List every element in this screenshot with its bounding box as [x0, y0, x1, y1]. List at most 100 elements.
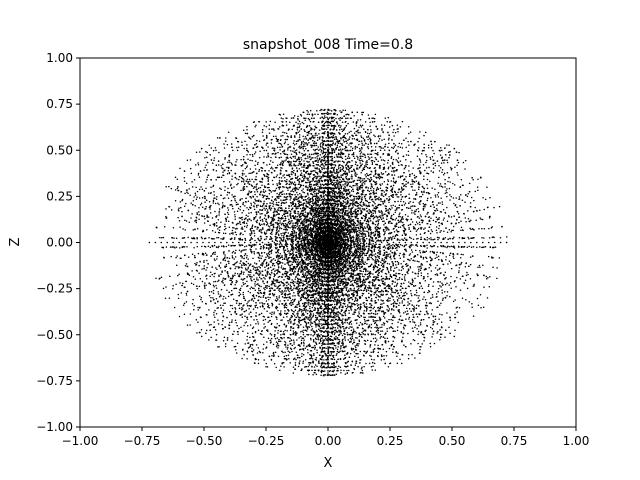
scatter-point	[300, 251, 302, 253]
scatter-point	[323, 263, 326, 265]
scatter-point	[315, 239, 317, 242]
scatter-point	[317, 231, 319, 233]
scatter-point	[328, 237, 331, 239]
scatter-point	[324, 222, 327, 225]
scatter-point	[276, 250, 279, 252]
scatter-point	[271, 233, 273, 235]
scatter-point	[277, 262, 279, 265]
scatter-point	[304, 261, 306, 263]
scatter-point	[306, 205, 309, 208]
scatter-point	[308, 231, 310, 233]
scatter-point	[309, 224, 312, 226]
scatter-point	[321, 280, 324, 282]
scatter-point	[346, 252, 349, 254]
scatter-point	[302, 246, 304, 249]
scatter-point	[328, 225, 331, 228]
scatter-point	[329, 259, 332, 261]
scatter-point	[338, 227, 341, 229]
scatter-point	[364, 215, 366, 218]
scatter-point	[330, 221, 332, 224]
scatter-point	[335, 197, 337, 200]
scatter-point	[332, 268, 334, 271]
scatter-point	[288, 252, 290, 254]
scatter-point	[314, 258, 317, 261]
scatter-point	[347, 219, 349, 222]
scatter-point	[324, 215, 326, 218]
scatter-point	[331, 231, 333, 234]
scatter-point	[377, 233, 379, 235]
scatter-point	[291, 231, 294, 233]
scatter-point	[292, 261, 295, 263]
scatter-point	[310, 273, 313, 276]
scatter-point	[353, 251, 356, 253]
scatter-point	[296, 261, 299, 263]
scatter-point	[295, 221, 298, 224]
scatter-point	[319, 255, 321, 257]
scatter-point	[322, 214, 325, 217]
scatter-point	[323, 278, 326, 281]
scatter-point	[362, 270, 365, 273]
scatter-point	[325, 201, 327, 203]
scatter-point	[360, 230, 362, 232]
scatter-point	[279, 240, 281, 242]
scatter-point	[320, 284, 322, 287]
scatter-point	[336, 209, 338, 212]
scatter-point	[361, 232, 364, 234]
scatter-point	[303, 262, 305, 265]
scatter-point	[341, 217, 343, 220]
scatter-point	[351, 215, 354, 218]
scatter-point	[295, 258, 298, 261]
scatter-point	[357, 217, 359, 220]
scatter-point	[335, 203, 337, 206]
scatter-point	[320, 199, 322, 201]
scatter-point	[316, 236, 318, 238]
scatter-point	[337, 219, 340, 221]
scatter-point	[338, 236, 341, 238]
scatter-point	[317, 240, 319, 242]
scatter-point	[339, 195, 342, 197]
scatter-point	[348, 207, 350, 210]
scatter-point	[313, 265, 316, 268]
scatter-point	[341, 245, 343, 248]
scatter-point	[354, 227, 357, 229]
scatter-point	[345, 210, 348, 212]
scatter-point	[352, 235, 354, 237]
scatter-point	[313, 224, 315, 226]
scatter-point	[324, 226, 326, 228]
scatter-point	[324, 258, 327, 260]
scatter-point	[343, 231, 345, 234]
scatter-point	[329, 212, 332, 215]
scatter-point	[320, 280, 322, 283]
scatter-point	[323, 280, 326, 282]
scatter-point	[331, 206, 333, 209]
scatter-point	[358, 248, 360, 251]
scatter-point	[313, 275, 315, 278]
scatter-point	[324, 254, 326, 257]
scatter-point	[306, 264, 309, 266]
scatter-point	[291, 233, 293, 235]
scatter-point	[324, 272, 327, 275]
scatter-point	[329, 248, 332, 251]
scatter-point	[289, 250, 291, 252]
scatter-point	[361, 245, 364, 248]
scatter-point	[331, 220, 333, 222]
scatter-point	[369, 219, 372, 222]
scatter-point	[352, 263, 355, 265]
scatter-point	[353, 265, 356, 268]
scatter-point	[303, 232, 306, 235]
scatter-point	[296, 215, 299, 218]
scatter-point	[341, 226, 343, 228]
scatter-point	[283, 249, 285, 252]
scatter-point	[369, 225, 371, 228]
scatter-point	[331, 226, 333, 229]
scatter-point	[314, 215, 316, 217]
scatter-point	[343, 226, 345, 229]
scatter-point	[278, 255, 281, 257]
scatter-point	[316, 246, 319, 248]
scatter-point	[337, 252, 339, 254]
scatter-point	[334, 268, 336, 270]
scatter-point	[303, 207, 305, 209]
scatter-point	[289, 266, 291, 268]
scatter-point	[319, 271, 321, 273]
chart-title: snapshot_008 Time=0.8	[243, 37, 413, 53]
